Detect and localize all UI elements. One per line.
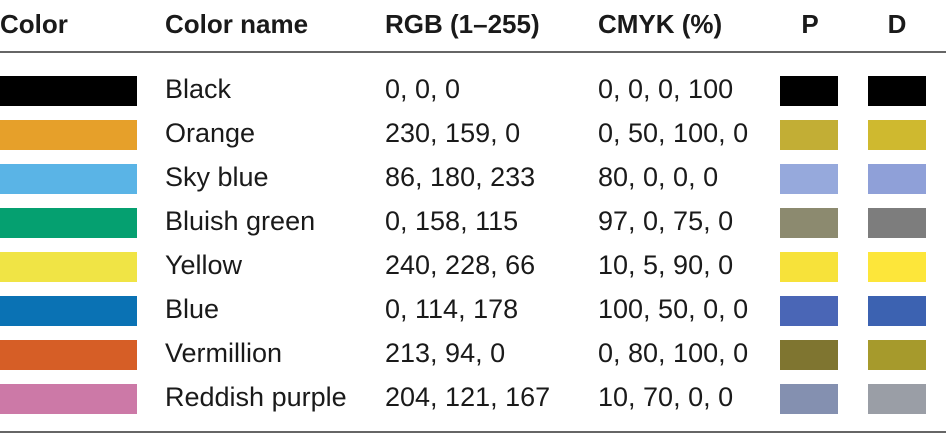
color-swatch	[0, 76, 137, 106]
color-name: Reddish purple	[165, 382, 347, 412]
deutan-swatch	[868, 252, 926, 282]
column-header: D	[888, 9, 907, 39]
deutan-swatch	[868, 164, 926, 194]
cmyk-value: 10, 70, 0, 0	[598, 382, 733, 412]
color-name: Bluish green	[165, 206, 315, 236]
column-header: Color name	[165, 9, 308, 39]
color-swatch	[0, 340, 137, 370]
protan-swatch	[780, 384, 838, 414]
rgb-value: 0, 158, 115	[385, 206, 518, 236]
column-header: RGB (1–255)	[385, 9, 540, 39]
deutan-swatch	[868, 76, 926, 106]
rgb-value: 0, 114, 178	[385, 294, 518, 324]
cmyk-value: 0, 80, 100, 0	[598, 338, 748, 368]
cmyk-value: 10, 5, 90, 0	[598, 250, 733, 280]
rgb-value: 213, 94, 0	[385, 338, 505, 368]
color-swatch	[0, 252, 137, 282]
color-name: Vermillion	[165, 338, 282, 368]
protan-swatch	[780, 76, 838, 106]
rgb-value: 0, 0, 0	[385, 74, 460, 104]
protan-swatch	[780, 120, 838, 150]
deutan-swatch	[868, 120, 926, 150]
color-name: Blue	[165, 294, 219, 324]
protan-swatch	[780, 340, 838, 370]
color-name: Sky blue	[165, 162, 269, 192]
column-header: P	[801, 9, 818, 39]
deutan-swatch	[868, 340, 926, 370]
rgb-value: 240, 228, 66	[385, 250, 535, 280]
deutan-swatch	[868, 296, 926, 326]
rgb-value: 86, 180, 233	[385, 162, 535, 192]
protan-swatch	[780, 296, 838, 326]
rgb-value: 230, 159, 0	[385, 118, 520, 148]
color-name: Black	[165, 74, 232, 104]
protan-swatch	[780, 164, 838, 194]
color-name: Orange	[165, 118, 255, 148]
deutan-swatch	[868, 384, 926, 414]
column-header: Color	[0, 9, 68, 39]
cmyk-value: 0, 50, 100, 0	[598, 118, 748, 148]
color-swatch	[0, 296, 137, 326]
cmyk-value: 97, 0, 75, 0	[598, 206, 733, 236]
color-swatch	[0, 208, 137, 238]
cmyk-value: 0, 0, 0, 100	[598, 74, 733, 104]
protan-swatch	[780, 208, 838, 238]
column-header: CMYK (%)	[598, 9, 722, 39]
cmyk-value: 80, 0, 0, 0	[598, 162, 718, 192]
cmyk-value: 100, 50, 0, 0	[598, 294, 748, 324]
color-swatch	[0, 164, 137, 194]
color-swatch	[0, 120, 137, 150]
deutan-swatch	[868, 208, 926, 238]
rgb-value: 204, 121, 167	[385, 382, 550, 412]
protan-swatch	[780, 252, 838, 282]
color-name: Yellow	[165, 250, 243, 280]
color-swatch	[0, 384, 137, 414]
